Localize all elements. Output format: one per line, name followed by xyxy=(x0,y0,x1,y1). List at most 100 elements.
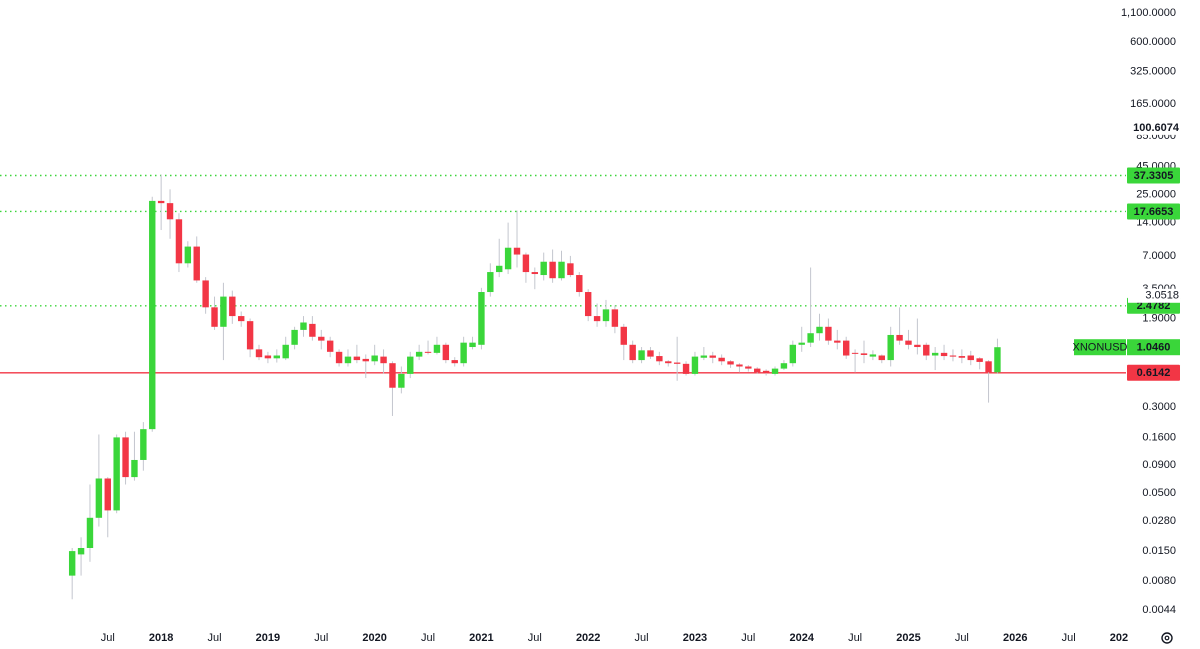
candle-body xyxy=(860,353,868,355)
candle-body xyxy=(994,347,1001,373)
candle-body xyxy=(211,307,218,327)
x-tick-label: Jul xyxy=(741,632,755,644)
candle-body xyxy=(967,355,974,361)
candle-body xyxy=(389,363,396,388)
candle-body xyxy=(157,200,165,204)
x-tick-label: Jul xyxy=(101,632,115,644)
candle-body xyxy=(611,309,619,327)
price-axis: 1,100.0000600.0000325.0000165.000085.000… xyxy=(1072,7,1180,616)
candle-body xyxy=(842,340,850,356)
candle-body xyxy=(736,364,743,367)
candle-body xyxy=(175,219,183,264)
candle-body xyxy=(122,437,129,478)
candle-body xyxy=(309,323,316,337)
y-tick-label: 0.0044 xyxy=(1142,604,1176,616)
candle-body xyxy=(282,344,289,359)
candle-body xyxy=(478,292,485,345)
pane: Jul 2018 Jul 2019 Jul 2020 Jul 2021 Jul 2022 Jul 20… xyxy=(0,174,1128,644)
candle-body xyxy=(905,340,912,345)
candle-body xyxy=(798,342,805,345)
candle-body xyxy=(104,478,111,511)
candle-body xyxy=(255,349,263,358)
x-tick-label: Jul xyxy=(528,632,542,644)
candle-body xyxy=(77,547,85,555)
candle-body xyxy=(202,280,209,308)
candle-body xyxy=(407,356,414,374)
price-level-label: 17.6653 xyxy=(1134,206,1174,218)
marker-bg xyxy=(1128,120,1180,135)
candle-body xyxy=(656,356,663,362)
candle-body xyxy=(487,272,494,293)
candle-body xyxy=(113,437,120,511)
symbol-label: XNONUSD xyxy=(1072,342,1127,354)
y-tick-label: 165.0000 xyxy=(1130,98,1176,110)
candle-body xyxy=(558,261,565,279)
candle-body xyxy=(718,357,725,362)
candle-body xyxy=(424,351,432,353)
candle-body xyxy=(602,309,610,322)
candle-body xyxy=(754,368,761,373)
candle-body xyxy=(344,356,352,364)
candle-body xyxy=(68,551,76,576)
candle-body xyxy=(691,356,699,374)
candle-body xyxy=(504,247,512,270)
candle-body xyxy=(762,370,770,374)
candle-body xyxy=(246,321,254,350)
y-tick-label: 0.3000 xyxy=(1142,401,1176,413)
candle-body xyxy=(149,200,156,430)
candle-body xyxy=(727,361,734,365)
y-tick-label: 0.0150 xyxy=(1142,545,1176,557)
candle-body xyxy=(958,356,966,358)
candle-body xyxy=(362,358,369,362)
candle-body xyxy=(513,247,521,255)
y-tick-label: 14.0000 xyxy=(1136,217,1176,229)
candle-body xyxy=(887,334,894,361)
candle-body xyxy=(976,358,983,362)
y-tick-label: 0.0500 xyxy=(1142,487,1176,499)
candle-body xyxy=(647,350,654,357)
candle-body xyxy=(433,344,441,353)
y-tick-label: 0.0900 xyxy=(1142,459,1176,471)
y-tick-label: 7.0000 xyxy=(1142,250,1176,262)
candle-body xyxy=(415,351,423,357)
candle-body xyxy=(923,344,930,356)
x-tick-label: 2024 xyxy=(789,632,814,644)
candle-body xyxy=(353,356,361,361)
candle-body xyxy=(496,265,503,273)
candle-body xyxy=(709,355,716,358)
candle-body xyxy=(264,355,272,359)
y-tick-label: 25.0000 xyxy=(1136,189,1176,201)
candle-body xyxy=(620,326,627,345)
candle-body xyxy=(273,355,281,359)
x-tick-label: 2025 xyxy=(896,632,920,644)
price-level-label: 0.6142 xyxy=(1137,367,1171,379)
candle-body xyxy=(522,254,530,273)
candle-body xyxy=(629,344,636,361)
candle-body xyxy=(869,354,877,357)
candle-body xyxy=(238,316,245,322)
candle-body xyxy=(931,352,939,356)
candle-body xyxy=(193,246,200,281)
candle-body xyxy=(584,292,592,317)
x-tick-label: Jul xyxy=(848,632,862,644)
candle-body xyxy=(131,459,138,478)
candle-body xyxy=(807,333,814,343)
candle-body xyxy=(789,344,797,364)
candle-body xyxy=(398,373,405,388)
marker-label: 3.0518 xyxy=(1145,290,1179,302)
candle-body xyxy=(985,361,992,373)
y-tick-label: 1,100.0000 xyxy=(1121,7,1176,19)
last-price-badge xyxy=(1127,339,1180,356)
candle-body xyxy=(300,322,307,330)
candle-body xyxy=(896,334,903,341)
x-tick-label: 2022 xyxy=(576,632,600,644)
settings-icon[interactable] xyxy=(1161,632,1173,644)
x-tick-label: Jul xyxy=(314,632,328,644)
marker-label: 100.6074 xyxy=(1133,122,1180,134)
candle-body xyxy=(673,362,681,364)
y-tick-label: 0.0080 xyxy=(1142,575,1176,587)
candle-body xyxy=(460,342,467,364)
x-tick-label: Jul xyxy=(955,632,969,644)
candle-body xyxy=(380,356,387,364)
